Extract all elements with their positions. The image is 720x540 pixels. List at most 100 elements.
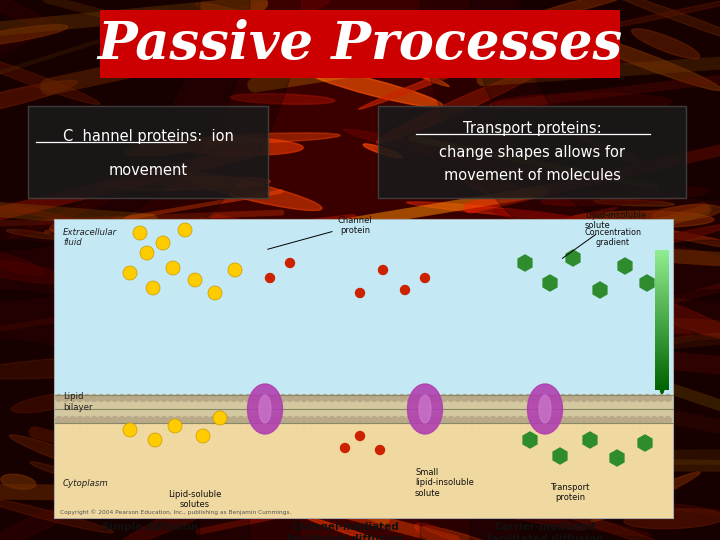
FancyBboxPatch shape [100, 10, 620, 78]
Ellipse shape [275, 323, 393, 375]
Text: Transport proteins:: Transport proteins: [463, 120, 601, 136]
Circle shape [228, 263, 242, 277]
Circle shape [300, 395, 307, 402]
Text: Carrier-mediated
facilitated diffusion: Carrier-mediated facilitated diffusion [487, 522, 603, 540]
Text: movement: movement [109, 163, 188, 178]
Circle shape [315, 416, 322, 423]
Ellipse shape [519, 440, 630, 478]
Circle shape [546, 395, 552, 402]
Circle shape [644, 416, 650, 423]
Circle shape [104, 395, 112, 402]
Ellipse shape [196, 3, 343, 50]
Ellipse shape [0, 17, 58, 61]
Circle shape [349, 395, 356, 402]
Circle shape [294, 416, 300, 423]
Circle shape [196, 416, 202, 423]
Circle shape [420, 416, 426, 423]
Text: Passive Processes: Passive Processes [97, 18, 623, 70]
Ellipse shape [356, 462, 544, 492]
Ellipse shape [0, 497, 113, 533]
Circle shape [644, 395, 650, 402]
Circle shape [161, 395, 168, 402]
Circle shape [595, 395, 601, 402]
Circle shape [286, 259, 294, 267]
Circle shape [343, 416, 349, 423]
Circle shape [70, 416, 76, 423]
Text: Small
lipid-insoluble
solute: Small lipid-insoluble solute [415, 468, 474, 498]
Circle shape [300, 416, 307, 423]
Ellipse shape [0, 199, 84, 222]
Circle shape [287, 395, 294, 402]
Ellipse shape [0, 505, 76, 540]
Circle shape [552, 416, 559, 423]
Circle shape [524, 395, 531, 402]
Circle shape [601, 395, 608, 402]
Bar [55, 220, 673, 395]
Circle shape [469, 395, 475, 402]
Circle shape [520, 0, 720, 200]
Circle shape [497, 416, 503, 423]
Circle shape [441, 395, 448, 402]
Circle shape [546, 416, 552, 423]
Circle shape [0, 290, 250, 540]
Ellipse shape [528, 384, 562, 434]
Ellipse shape [464, 267, 556, 293]
Ellipse shape [117, 471, 277, 540]
Circle shape [202, 395, 210, 402]
Ellipse shape [532, 0, 629, 18]
Ellipse shape [446, 294, 629, 345]
Ellipse shape [0, 356, 161, 379]
Circle shape [294, 395, 300, 402]
Circle shape [636, 395, 644, 402]
Circle shape [377, 416, 384, 423]
Circle shape [482, 416, 490, 423]
Circle shape [217, 416, 223, 423]
Circle shape [475, 395, 482, 402]
Circle shape [657, 395, 665, 402]
Circle shape [55, 395, 63, 402]
Circle shape [188, 273, 202, 287]
Ellipse shape [302, 68, 443, 107]
Circle shape [539, 395, 546, 402]
Ellipse shape [9, 191, 123, 239]
Ellipse shape [127, 350, 298, 382]
Circle shape [398, 416, 405, 423]
Circle shape [223, 395, 230, 402]
Circle shape [665, 416, 672, 423]
Ellipse shape [379, 380, 572, 398]
Ellipse shape [624, 509, 720, 529]
Text: Transport
protein: Transport protein [550, 483, 590, 502]
Circle shape [279, 416, 287, 423]
Circle shape [251, 395, 258, 402]
Circle shape [405, 416, 413, 423]
Circle shape [174, 395, 181, 402]
Circle shape [210, 395, 217, 402]
Ellipse shape [359, 46, 449, 86]
Circle shape [341, 443, 349, 453]
Circle shape [202, 416, 210, 423]
Ellipse shape [270, 312, 431, 326]
Circle shape [629, 395, 636, 402]
Ellipse shape [465, 177, 531, 199]
Circle shape [153, 416, 161, 423]
Circle shape [0, 0, 300, 300]
Ellipse shape [193, 304, 346, 375]
Ellipse shape [248, 384, 282, 434]
Circle shape [400, 286, 410, 294]
Circle shape [223, 416, 230, 423]
Ellipse shape [30, 462, 79, 479]
Text: Channel-mediated
facilitated diffusion: Channel-mediated facilitated diffusion [287, 522, 403, 540]
Ellipse shape [423, 526, 510, 540]
Ellipse shape [136, 329, 173, 343]
Circle shape [76, 416, 84, 423]
Circle shape [91, 395, 97, 402]
Circle shape [156, 236, 170, 250]
Text: Lipid-soluble
solutes: Lipid-soluble solutes [168, 490, 222, 509]
Ellipse shape [170, 377, 228, 383]
Ellipse shape [168, 234, 281, 284]
Ellipse shape [208, 33, 361, 46]
Ellipse shape [95, 320, 202, 367]
Circle shape [441, 416, 448, 423]
Circle shape [63, 416, 70, 423]
Ellipse shape [539, 395, 551, 423]
